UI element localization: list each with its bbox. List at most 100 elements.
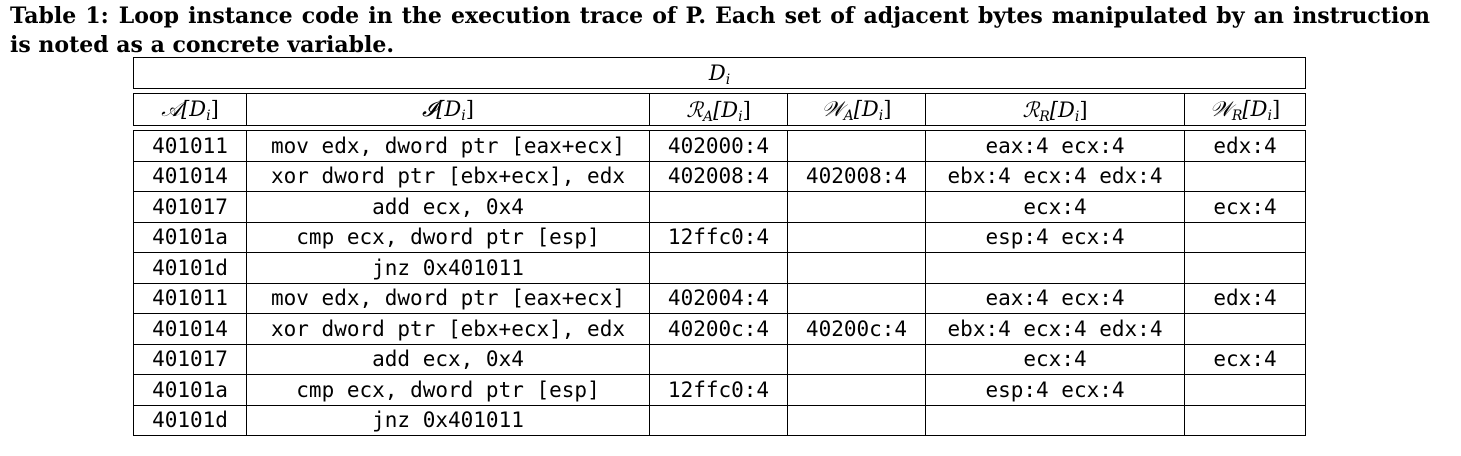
table-row: 401011 mov edx, dword ptr [eax+ecx] 402000… [133, 130, 1307, 162]
header-part: 𝒲 [821, 97, 844, 121]
header-part: i [461, 108, 466, 124]
cell-addr: 401017 [133, 343, 247, 375]
column-header-instr: 𝓘[Di] [246, 93, 650, 126]
cell-instr: mov edx, dword ptr [eax+ecx] [246, 282, 650, 314]
di-header: Di [132, 57, 1307, 89]
cell-wr: edx:4 [1183, 282, 1307, 314]
cell-rr: ecx:4 [925, 343, 1185, 375]
header-part: ] [465, 97, 474, 121]
header-part: [D [181, 97, 207, 121]
header-part: ] [742, 97, 751, 122]
header-part: R [1039, 108, 1050, 125]
header-part: i [738, 108, 743, 125]
cell-ra [649, 252, 788, 284]
table-row: 401017 add ecx, 0x4 ecx:4 ecx:4 [133, 191, 1307, 223]
table-row: 401014 xor dword ptr [ebx+ecx], edx 40200c… [133, 313, 1307, 345]
cell-wa [787, 252, 926, 284]
cell-ra: 402004:4 [649, 282, 788, 314]
trace-table: Di 𝒜[Di] 𝓘[Di] ℛA[Di] 𝒲A[Di] ℛR[Di] 𝒲R[Di] 40… [132, 57, 1307, 436]
cell-rr: ebx:4 ecx:4 edx:4 [925, 160, 1185, 192]
cell-instr: jnz 0x401011 [246, 252, 650, 284]
cell-wr [1183, 404, 1307, 436]
header-part: [D [436, 97, 462, 121]
cell-rr [925, 252, 1185, 284]
cell-rr: eax:4 ecx:4 [925, 130, 1185, 162]
di-symbol: D [708, 61, 726, 85]
cell-addr: 401014 [133, 160, 247, 192]
cell-instr: add ecx, 0x4 [246, 343, 650, 375]
cell-addr: 401011 [133, 282, 247, 314]
cell-instr: jnz 0x401011 [246, 404, 650, 436]
cell-wa: 40200c:4 [787, 313, 926, 345]
header-part: 𝒜 [161, 97, 182, 121]
cell-rr: ecx:4 [925, 191, 1185, 223]
header-part: 𝒲 [1209, 97, 1232, 121]
header-part: R [1231, 108, 1243, 124]
header-part: A [843, 108, 854, 124]
cell-addr: 401014 [133, 313, 247, 345]
table-row: 40101a cmp ecx, dword ptr [esp] 12ffc0:4 es… [133, 374, 1307, 406]
header-part: ℛ [686, 97, 703, 122]
cell-instr: mov edx, dword ptr [eax+ecx] [246, 130, 650, 162]
header-part: 𝓘 [422, 97, 437, 121]
header-part: [D [853, 97, 879, 121]
caption-label: Table 1: [10, 3, 109, 29]
cell-addr: 40101a [133, 221, 247, 253]
cell-addr: 40101d [133, 252, 247, 284]
cell-addr: 40101d [133, 404, 247, 436]
cell-instr: add ecx, 0x4 [246, 191, 650, 223]
cell-wr: edx:4 [1183, 130, 1307, 162]
cell-rr [925, 404, 1185, 436]
cell-wr [1183, 221, 1307, 253]
cell-ra: 40200c:4 [649, 313, 788, 345]
table-row: 40101d jnz 0x401011 [133, 252, 1307, 284]
cell-wr: ecx:4 [1183, 343, 1307, 375]
header-part: i [206, 108, 211, 124]
cell-rr: esp:4 ecx:4 [925, 221, 1185, 253]
header-part: ℛ [1022, 97, 1040, 122]
table-row: 40101a cmp ecx, dword ptr [esp] 12ffc0:4 es… [133, 221, 1307, 253]
table-row: 401017 add ecx, 0x4 ecx:4 ecx:4 [133, 343, 1307, 375]
column-header-rr: ℛR[Di] [925, 93, 1185, 126]
header-part: [D [713, 97, 739, 122]
cell-wa [787, 282, 926, 314]
table-row: 401014 xor dword ptr [ebx+ecx], edx 402008… [133, 160, 1307, 192]
cell-wa [787, 221, 926, 253]
column-header-wr: 𝒲R[Di] [1183, 93, 1307, 126]
cell-instr: cmp ecx, dword ptr [esp] [246, 374, 650, 406]
cell-wr: ecx:4 [1183, 191, 1307, 223]
cell-instr: xor dword ptr [ebx+ecx], edx [246, 160, 650, 192]
cell-wa [787, 191, 926, 223]
caption-text: Loop instance code in the execution trac… [10, 3, 1430, 58]
header-part: [D [1049, 97, 1075, 122]
body-spacer [133, 125, 1306, 131]
header-part: i [1074, 108, 1080, 125]
cell-wr [1183, 313, 1307, 345]
header-part: ] [883, 97, 892, 121]
header-part: i [1267, 108, 1272, 124]
cell-instr: xor dword ptr [ebx+ecx], edx [246, 313, 650, 345]
table-caption: Table 1: Loop instance code in the execut… [10, 2, 1430, 60]
cell-addr: 40101a [133, 374, 247, 406]
cell-wa [787, 374, 926, 406]
cell-ra [649, 404, 788, 436]
table-row: 401011 mov edx, dword ptr [eax+ecx] 402004… [133, 282, 1307, 314]
header-part: i [878, 108, 884, 124]
cell-ra: 402000:4 [649, 130, 788, 162]
cell-addr: 401017 [133, 191, 247, 223]
cell-rr: ebx:4 ecx:4 edx:4 [925, 313, 1185, 345]
cell-wr [1183, 374, 1307, 406]
di-subscript: i [725, 72, 731, 88]
cell-instr: cmp ecx, dword ptr [esp] [246, 221, 650, 253]
column-header-ra: ℛA[Di] [649, 93, 788, 126]
cell-rr: esp:4 ecx:4 [925, 374, 1185, 406]
cell-rr: eax:4 ecx:4 [925, 282, 1185, 314]
cell-ra: 402008:4 [649, 160, 788, 192]
cell-ra: 12ffc0:4 [649, 374, 788, 406]
cell-wr [1183, 160, 1307, 192]
header-part: A [702, 108, 714, 125]
cell-wr [1183, 252, 1307, 284]
cell-wa [787, 130, 926, 162]
header-part: ] [1271, 97, 1281, 121]
header-part: [D [1242, 97, 1268, 121]
